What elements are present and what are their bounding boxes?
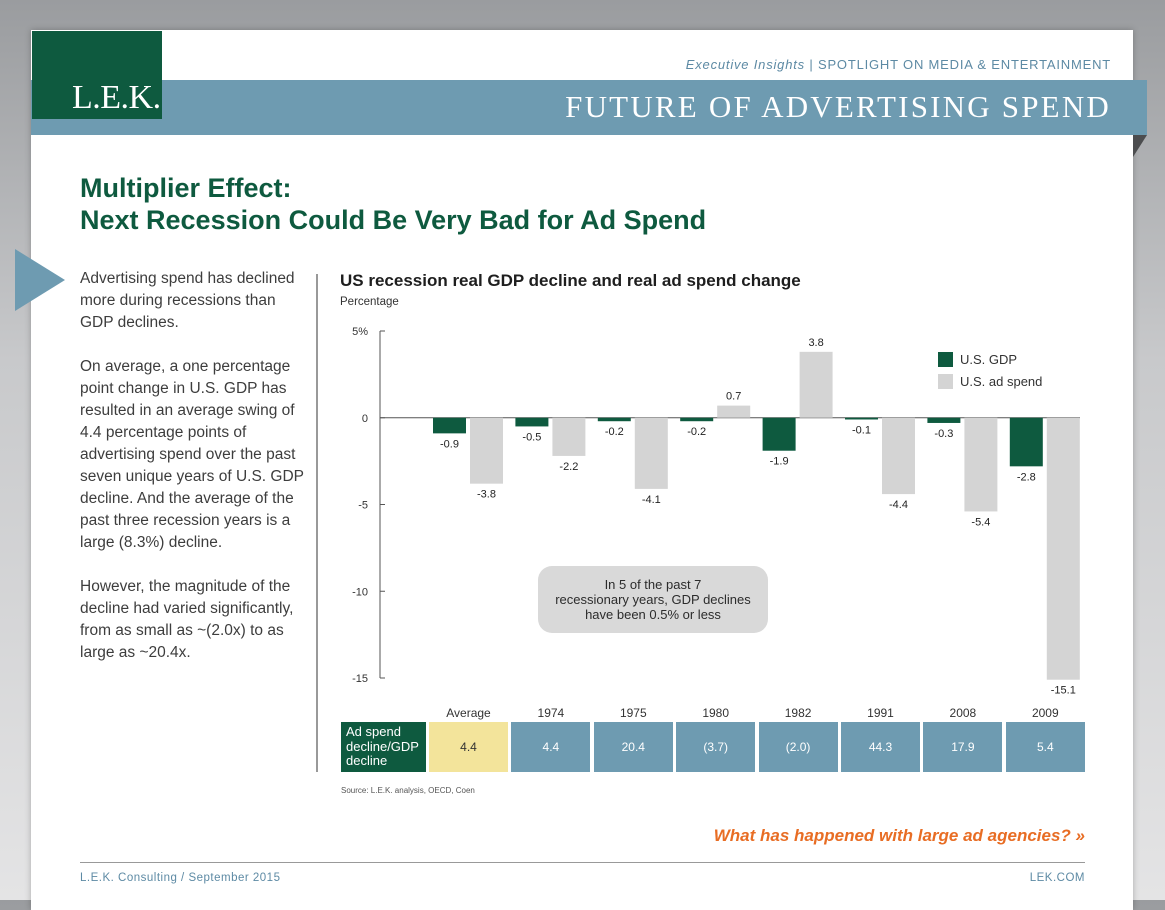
footer-site-link[interactable]: LEK.COM — [1029, 872, 1085, 884]
bar-adspend-1982 — [799, 351, 833, 418]
bar-chart: 5% 0 -5 -10 -15 -0.9 -3.8 -0.5 -2.2 -0.2 -4.1 -0.2 0… — [352, 326, 1080, 697]
chart-annotation: In 5 of the past 7 recessionary years, G… — [538, 566, 768, 633]
title-banner: FUTURE OF ADVERTISING SPEND — [31, 80, 1147, 135]
y-tick-label: 0 — [362, 413, 368, 425]
bar-gdp-2009 — [1009, 417, 1043, 467]
table-header-1980: 1980 — [702, 706, 730, 720]
pointer-arrow-icon — [15, 249, 65, 311]
kicker-rest: SPOTLIGHT ON MEDIA & ENTERTAINMENT — [817, 57, 1111, 72]
annotation-line-2: recessionary years, GDP declines — [555, 592, 751, 607]
bar-gdp-1974 — [515, 417, 549, 427]
legend-swatch-0 — [938, 352, 953, 367]
data-label: -1.9 — [770, 456, 789, 468]
bar-adspend-1974 — [552, 417, 586, 456]
bar-adspend-1991 — [882, 417, 915, 495]
table-row-label: Ad spend decline/GDP decline — [341, 722, 426, 772]
table-cell-1974: 4.4 — [511, 722, 591, 772]
bar-gdp-1980 — [680, 417, 714, 422]
headline-line2: Next Recession Could Be Very Bad for Ad … — [80, 205, 707, 235]
bar-adspend-2009 — [1046, 417, 1080, 680]
banner-title: FUTURE OF ADVERTISING SPEND — [565, 89, 1111, 124]
bar-gdp-Average — [433, 417, 466, 434]
row-label-line-2: decline/GDP — [346, 738, 419, 754]
data-label: -2.8 — [1017, 471, 1036, 483]
bar-adspend-1980 — [717, 405, 751, 418]
data-label: -15.1 — [1051, 685, 1076, 697]
body-paragraph-3: However, the magnitude of the decline ha… — [80, 578, 294, 661]
data-label: 0.7 — [726, 391, 741, 403]
table-cell-2009: 5.4 — [1005, 722, 1085, 772]
body-text: Advertising spend has declined more duri… — [80, 268, 312, 686]
data-label: -0.2 — [687, 426, 706, 438]
data-label: -4.4 — [889, 499, 908, 511]
data-label: -0.3 — [934, 428, 953, 440]
chart-title: US recession real GDP decline and real a… — [340, 271, 801, 290]
bar-gdp-1975 — [597, 417, 631, 422]
table-cell-1982: (2.0) — [758, 722, 838, 772]
row-label-line-1: Ad spend — [346, 724, 401, 739]
banner-fold — [1133, 135, 1147, 157]
row-label-line-3: decline — [346, 753, 388, 768]
data-label: -0.9 — [440, 438, 459, 450]
legend-swatch-1 — [938, 374, 953, 389]
source-note: Source: L.E.K. analysis, OECD, Coen — [341, 786, 475, 795]
table-header-1974: 1974 — [537, 706, 565, 720]
kicker-italic: Executive Insights — [685, 57, 805, 72]
legend-label-0: U.S. GDP — [960, 352, 1017, 367]
table-cell-1991: 44.3 — [841, 722, 920, 772]
header-kicker: Executive Insights | SPOTLIGHT ON MEDIA … — [685, 57, 1111, 72]
annotation-line-3: have been 0.5% or less — [585, 607, 721, 622]
body-paragraph-2: On average, a one percentage point chang… — [80, 358, 304, 551]
next-article-link[interactable]: What has happened with large ad agencies… — [713, 826, 1085, 845]
bar-adspend-Average — [470, 417, 503, 484]
body-paragraph-1: Advertising spend has declined more duri… — [80, 270, 295, 331]
vertical-divider — [316, 274, 318, 772]
legend-label-1: U.S. ad spend — [960, 374, 1042, 389]
table-cell-Average: 4.4 — [429, 722, 508, 772]
chart-ylabel: Percentage — [340, 296, 399, 308]
table-header-1975: 1975 — [619, 706, 647, 720]
table-header-Average: Average — [446, 706, 491, 720]
footer-divider — [80, 862, 1085, 863]
annotation-line-1: In 5 of the past 7 — [604, 577, 702, 592]
headline-line1: Multiplier Effect: — [80, 173, 292, 203]
table-header-1991: 1991 — [867, 706, 894, 720]
data-label: -4.1 — [642, 494, 661, 506]
data-label: -0.1 — [852, 424, 871, 436]
footer-credit: L.E.K. Consulting / September 2015 — [80, 872, 281, 884]
lek-logo: L.E.K. — [32, 31, 162, 119]
table-header-2008: 2008 — [949, 706, 977, 720]
y-tick-label: -15 — [352, 673, 368, 685]
data-label: -2.2 — [559, 461, 578, 473]
table-header-2009: 2009 — [1031, 706, 1059, 720]
bar-adspend-2008 — [964, 417, 998, 512]
table-cell-1975: 20.4 — [593, 722, 673, 772]
data-label: -5.4 — [971, 516, 990, 528]
y-tick-label: 5% — [352, 326, 368, 338]
page-headline: Multiplier Effect: Next Recession Could … — [80, 172, 706, 236]
bar-gdp-1991 — [845, 417, 878, 420]
table-header-1982: 1982 — [784, 706, 812, 720]
data-label: -3.8 — [477, 489, 496, 501]
bar-gdp-2008 — [927, 417, 961, 423]
data-label: -0.5 — [522, 431, 541, 443]
bar-gdp-1982 — [762, 417, 796, 451]
table-cell-2008: 17.9 — [923, 722, 1003, 772]
data-label: 3.8 — [808, 337, 823, 349]
table-cell-1980: (3.7) — [676, 722, 756, 772]
y-tick-label: -10 — [352, 586, 368, 598]
y-tick-label: -5 — [358, 500, 368, 512]
bar-adspend-1975 — [634, 417, 668, 489]
data-label: -0.2 — [605, 426, 624, 438]
